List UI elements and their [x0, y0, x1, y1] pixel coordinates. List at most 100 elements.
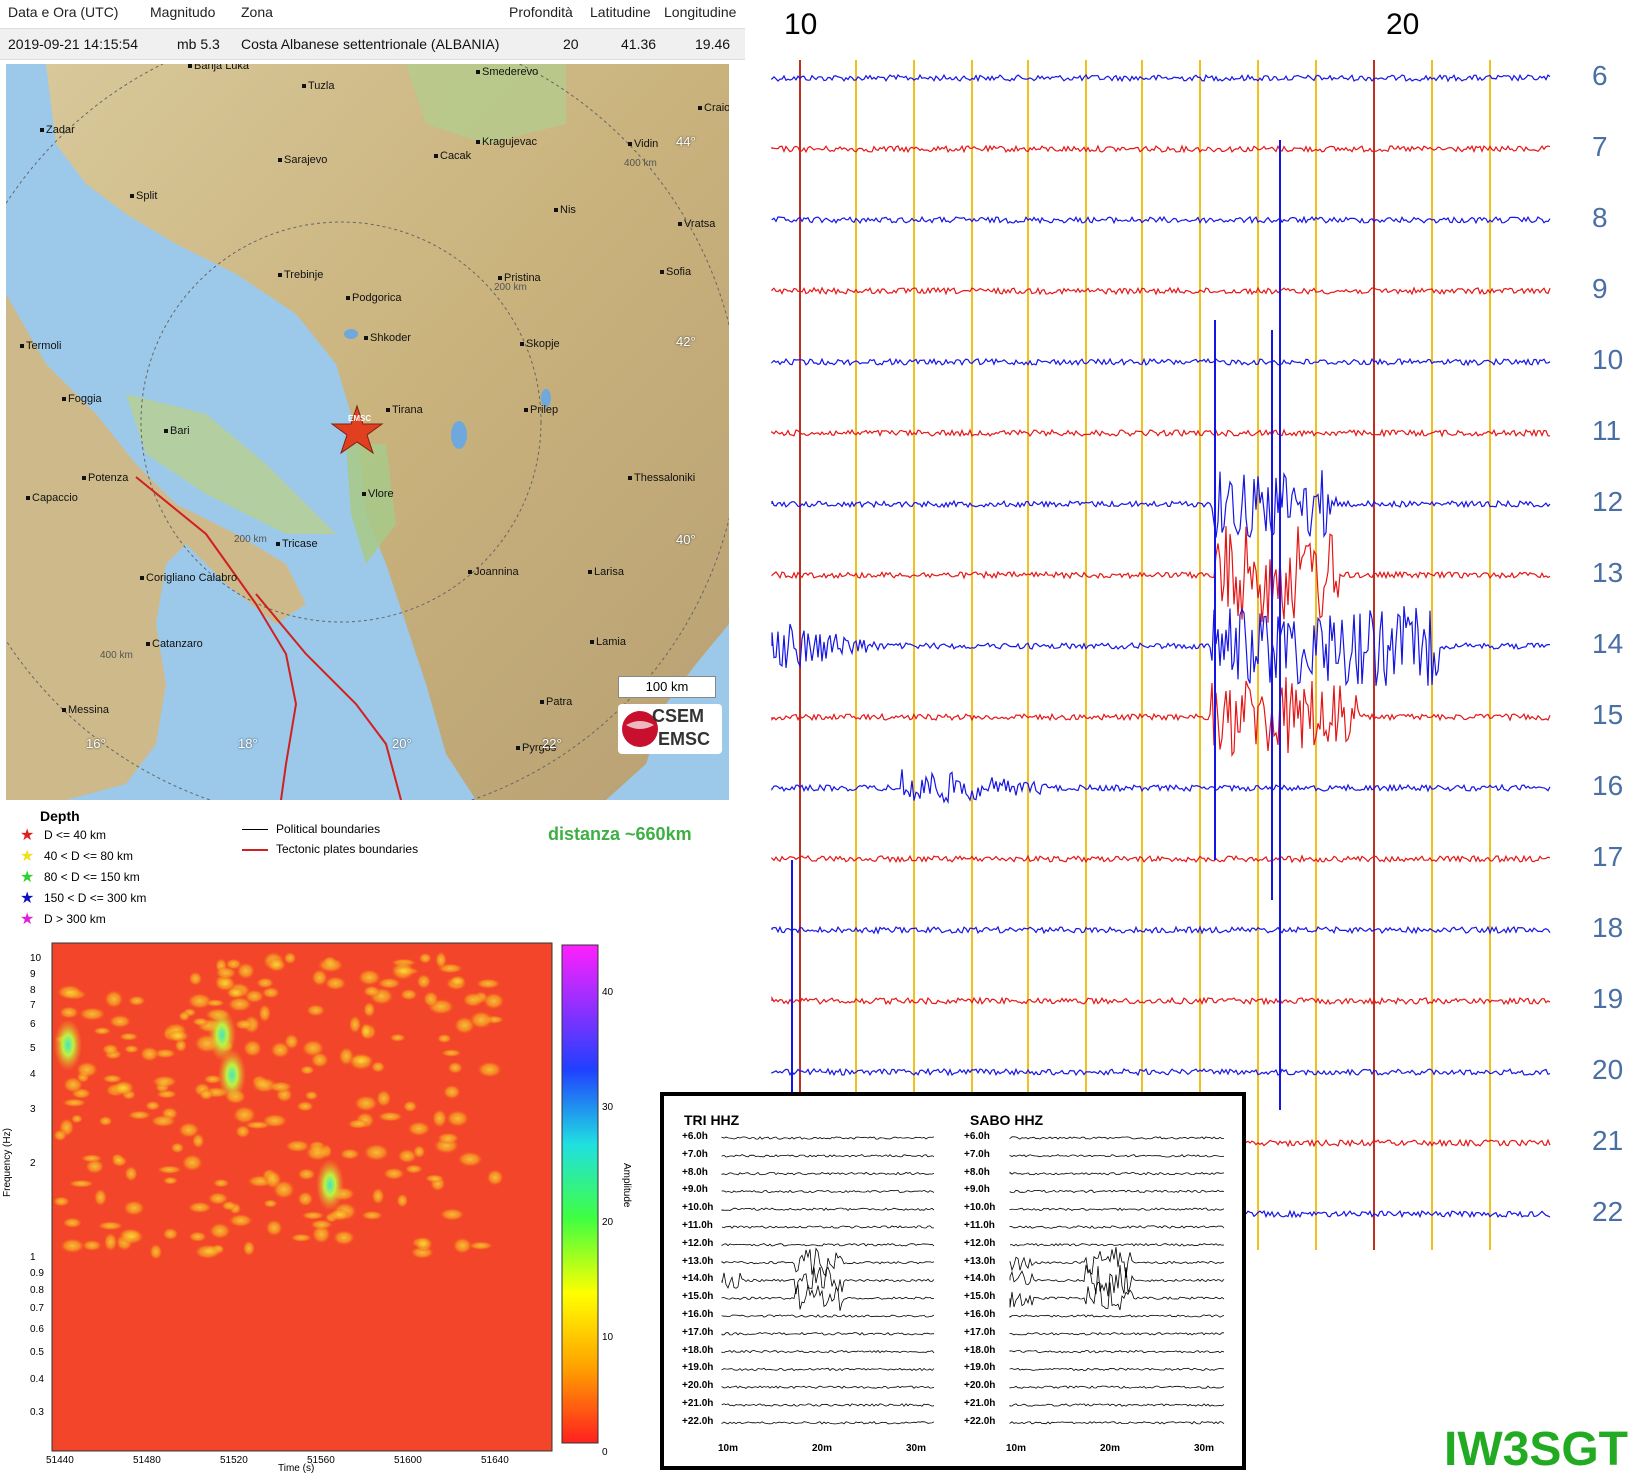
inset-row-label: +7.0h: [964, 1148, 990, 1160]
red-line-icon: [242, 848, 268, 851]
city-trebinje: Trebinje: [278, 269, 323, 281]
inset-row-label: +21.0h: [964, 1398, 996, 1409]
ytick-label: 7: [30, 1000, 36, 1011]
legend-line-label: Political boundaries: [276, 822, 381, 836]
trace-hour-12: [771, 470, 1551, 539]
city-podgorica: Podgorica: [346, 292, 402, 304]
ytick-label: 4: [30, 1069, 36, 1080]
city-cacak: Cacak: [434, 150, 471, 162]
legend-line-label: Tectonic plates boundaries: [276, 842, 419, 856]
inset-trace: [721, 1403, 935, 1407]
colorbar-tick: 40: [602, 987, 614, 998]
ytick-label: 10: [30, 953, 42, 964]
inset-row-label: +15.0h: [682, 1291, 714, 1303]
trace-hour-17: [771, 854, 1551, 864]
inset-trace: [721, 1421, 935, 1425]
inset-trace: [1009, 1207, 1225, 1211]
city-sofia: Sofia: [660, 266, 691, 278]
inset-trace: [1009, 1314, 1225, 1318]
spectrogram-peak: [218, 1049, 246, 1101]
inset-x-label: 30m: [1194, 1443, 1215, 1454]
inset-trace: [721, 1154, 935, 1158]
legend-depth-3: ★ 80 < D <= 150 km: [20, 869, 140, 885]
trace-hour-20: [771, 1067, 1551, 1077]
inset-trace: [1009, 1136, 1225, 1140]
globe-icon: [622, 711, 658, 747]
colorbar-label: Amplitude: [621, 1163, 632, 1208]
xtick-label: 51560: [307, 1455, 335, 1466]
hour-label-14: 14: [1592, 628, 1624, 659]
city-vlore: Vlore: [362, 488, 394, 500]
inset-trace: [1009, 1264, 1225, 1297]
city-foggia: Foggia: [62, 393, 102, 405]
event-magnitude: mb 5.3: [177, 36, 220, 52]
lat-label-40: 40°: [676, 532, 696, 547]
spectrogram[interactable]: 10 9 8 7 6 5 4 3 2 1 0.9 0.8 0.7 0.6 0.5 0.4 0.3 51440 514…: [0, 935, 632, 1481]
inset-trace: [721, 1247, 935, 1277]
xtick-label: 51640: [481, 1455, 509, 1466]
inset-trace: [1009, 1332, 1225, 1336]
logo-text-emsc: EMSC: [658, 729, 711, 749]
city-sarajevo: Sarajevo: [278, 154, 327, 166]
city-capaccio: Capaccio: [26, 492, 78, 504]
hour-label-11: 11: [1592, 415, 1622, 446]
city-smederevo: Smederevo: [476, 66, 538, 78]
event-table-row[interactable]: 2019-09-21 14:15:54 mb 5.3 Costa Albanes…: [0, 28, 745, 60]
inset-row-label: +10.0h: [964, 1202, 996, 1214]
inset-trace: [1009, 1247, 1225, 1278]
event-depth: 20: [563, 36, 579, 52]
trace-hour-13: [771, 526, 1551, 623]
inset-row-label: +6.0h: [682, 1131, 708, 1142]
hour-label-12: 12: [1592, 486, 1624, 517]
inset-trace: [721, 1385, 935, 1389]
trace-hour-19: [771, 995, 1551, 1006]
ytick-label: 0.9: [30, 1268, 44, 1279]
inset-row-label: +19.0h: [964, 1362, 996, 1374]
city-zadar: Zadar: [40, 124, 75, 136]
inset-x-label: 30m: [906, 1443, 927, 1454]
epicenter-label: EMSC: [348, 414, 372, 423]
legend-depth-2: ★ 40 < D <= 80 km: [20, 848, 133, 864]
inset-row-label: +16.0h: [682, 1309, 714, 1320]
ring-label-400-ne: 400 km: [624, 158, 657, 169]
city-joannina: Joannina: [468, 566, 519, 578]
colorbar: [561, 944, 599, 1444]
city-pyrgos: Pyrgos: [516, 742, 556, 754]
city-craio: Craio: [698, 102, 729, 114]
epicenter-map[interactable]: EMSC Banja Luka Tuzla Smederevo Craio Zadar K…: [6, 64, 729, 800]
ring-label-400-sw: 400 km: [100, 650, 133, 661]
trace-hour-16: [771, 769, 1551, 805]
ytick-label: 0.7: [30, 1303, 44, 1314]
ring-label-200-sw: 200 km: [234, 534, 267, 545]
inset-row-label: +22.0h: [964, 1415, 996, 1427]
legend-depth-1: ★ D <= 40 km: [20, 827, 106, 843]
inset-row-label: +11.0h: [682, 1220, 713, 1231]
ytick-label: 0.3: [30, 1407, 44, 1418]
lon-label-20: 20°: [392, 736, 412, 751]
inset-row-label: +12.0h: [964, 1237, 996, 1249]
inset-row-label: +18.0h: [682, 1344, 714, 1356]
inset-trace: [721, 1171, 935, 1176]
epicenter-star-icon: [330, 404, 384, 455]
city-potenza: Potenza: [82, 472, 128, 484]
inset-trace: [1009, 1189, 1225, 1194]
station-inset[interactable]: TRI HHZ SABO HHZ +6.0h +6.0h +7.0h +7.0h +8.…: [660, 1092, 1246, 1470]
inset-row-label: +11.0h: [964, 1220, 995, 1231]
hour-label-10: 10: [1592, 344, 1624, 375]
inset-row-label: +20.0h: [682, 1380, 714, 1392]
colorbar-tick: 20: [602, 1217, 614, 1228]
spectrogram-canvas: [51, 942, 599, 1452]
city-tuzla: Tuzla: [302, 80, 335, 92]
top-tick-20: 20: [1386, 8, 1420, 41]
ytick-label: 0.5: [30, 1347, 44, 1358]
inset-row-label: +17.0h: [682, 1326, 714, 1338]
legend-depth-4: ★ 150 < D <= 300 km: [20, 890, 146, 906]
helicorder-plot[interactable]: 10 20 6 7 8 9 10 11 12 13 14 15 16 17 18 19 20 21 22: [760, 0, 1638, 1260]
spectrogram-ylabel: Frequency (Hz): [2, 1128, 13, 1197]
ytick-label: 8: [30, 985, 36, 996]
inset-row-label: +9.0h: [682, 1184, 708, 1196]
inset-row-label: +8.0h: [682, 1166, 708, 1178]
inset-row-label: +21.0h: [682, 1398, 714, 1409]
ytick-label: 9: [30, 969, 36, 980]
inset-row-label: +10.0h: [682, 1202, 714, 1214]
